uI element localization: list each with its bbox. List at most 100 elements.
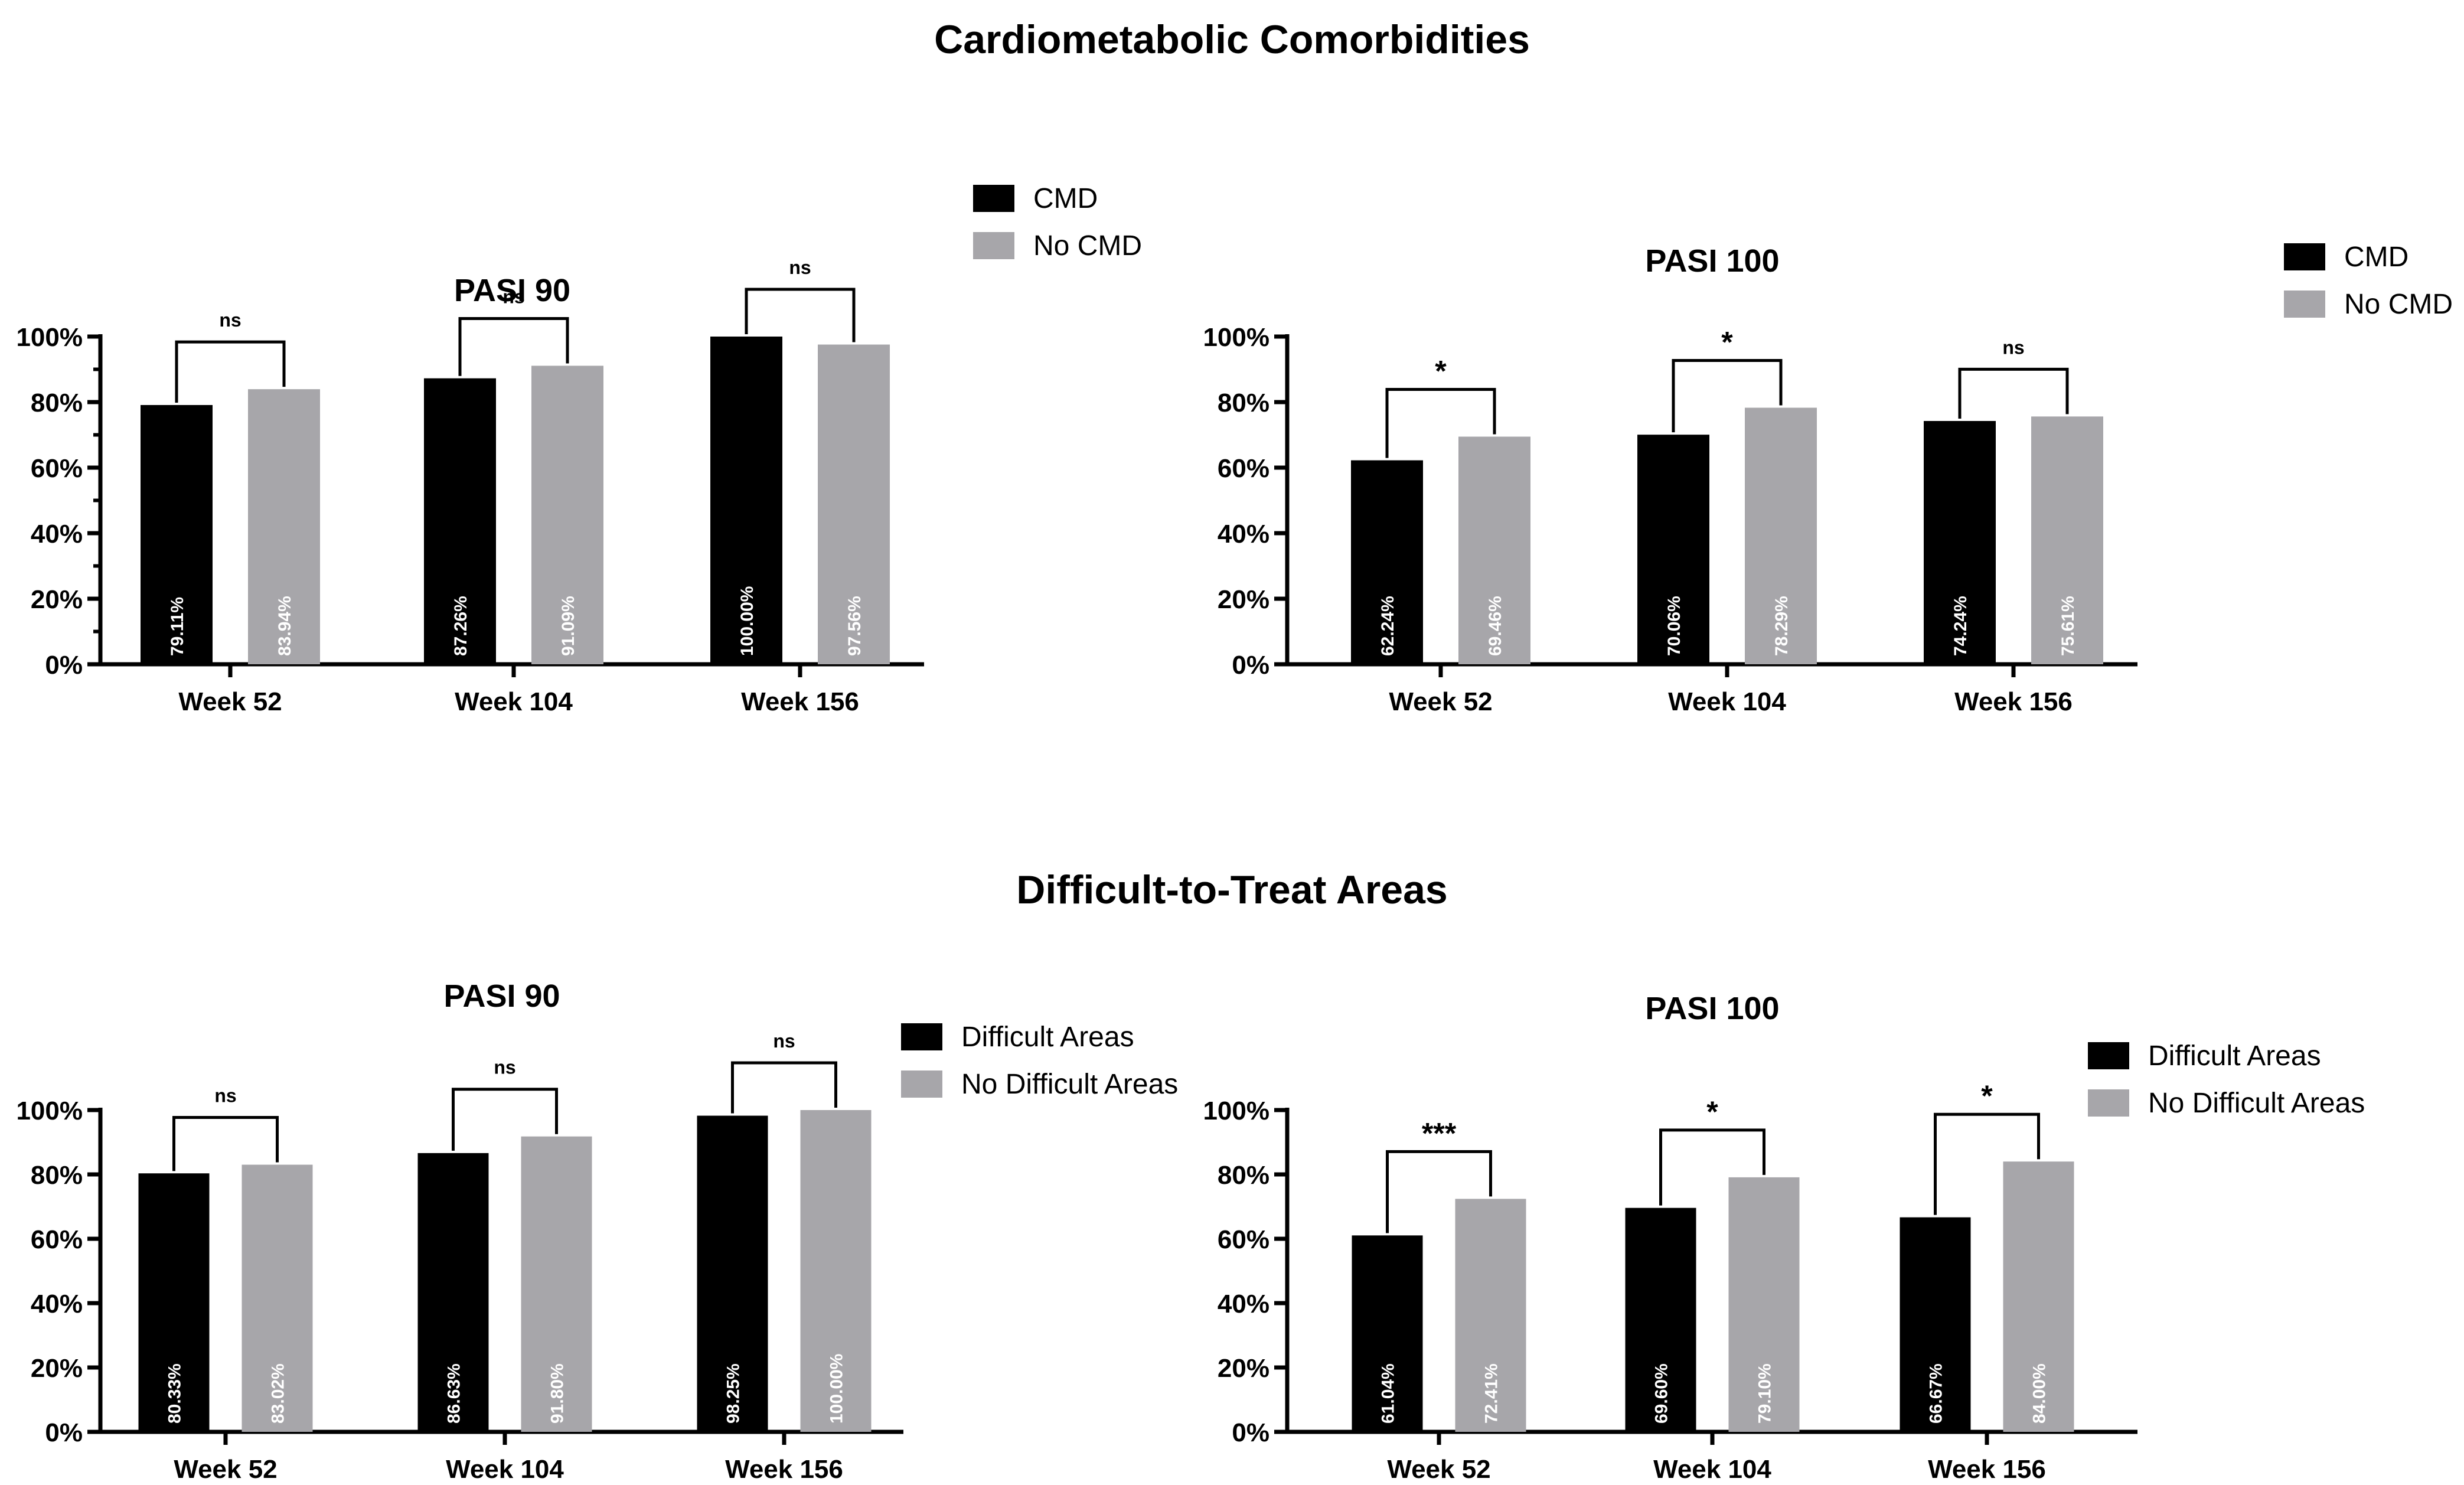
bar-1-0 <box>241 1164 313 1432</box>
y-tick-label: 40% <box>31 520 83 549</box>
legend-item: Difficult Areas <box>901 1013 1178 1060</box>
x-tick-label: Week 52 <box>178 687 282 716</box>
bar-0-0 <box>1351 460 1423 664</box>
bar-1-1 <box>1745 407 1817 664</box>
chart-dta-pasi90: PASI 90 0% 20% 40% 60% 80% 100% 80.33% 83.02% Wee… <box>16 978 903 1484</box>
significance-label: * <box>1721 325 1733 358</box>
significance-label: * <box>1706 1095 1718 1128</box>
legend-item: No CMD <box>2284 280 2453 328</box>
bar-value-label: 66.67% <box>1927 1363 1946 1424</box>
significance-label: * <box>1981 1079 1993 1112</box>
bar-0-2 <box>1924 420 1996 664</box>
significance-label: ns <box>219 309 241 331</box>
bar-1-1 <box>521 1136 592 1432</box>
significance-bracket <box>172 1116 279 1171</box>
significance-bracket <box>1659 1128 1765 1206</box>
bar-value-label: 62.24% <box>1378 596 1398 656</box>
chart-dta-pasi100: PASI 100 0% 20% 40% 60% 80% 100% 61.04% 72.41% We… <box>1203 991 2137 1484</box>
x-tick-label: Week 104 <box>446 1455 564 1484</box>
y-tick-label: 60% <box>31 1225 83 1254</box>
significance-bracket <box>1672 358 1783 433</box>
significance-label: ns <box>494 1057 515 1078</box>
bar-0-0 <box>138 1173 210 1432</box>
significance-bracket <box>1958 367 2069 419</box>
y-tick-label: 0% <box>1232 1418 1269 1447</box>
y-tick-label: 100% <box>1203 323 1269 352</box>
legend-item: CMD <box>973 175 1142 222</box>
bar-value-label: 91.80% <box>548 1363 567 1424</box>
bar-value-label: 97.56% <box>845 596 864 656</box>
bar-value-label: 61.04% <box>1379 1363 1398 1424</box>
legend-item: No CMD <box>973 222 1142 269</box>
y-tick-label: 60% <box>31 454 83 483</box>
bar-value-label: 98.25% <box>724 1363 743 1424</box>
bar-value-label: 75.61% <box>2058 596 2078 656</box>
bar-value-label: 69.60% <box>1652 1363 1672 1424</box>
significance-label: * <box>1435 354 1447 387</box>
y-tick-label: 20% <box>31 585 83 614</box>
x-tick-label: Week 52 <box>174 1455 277 1484</box>
legend-item: No Difficult Areas <box>2088 1079 2365 1127</box>
y-tick-label: 0% <box>45 651 83 680</box>
significance-label: ns <box>2002 337 2024 358</box>
bar-value-label: 91.09% <box>559 596 578 656</box>
bar-1-2 <box>818 344 890 664</box>
x-tick-label: Week 104 <box>455 687 573 716</box>
bar-0-1 <box>424 378 496 664</box>
bar-value-label: 78.29% <box>1772 596 1791 656</box>
bar-0-1 <box>417 1153 489 1432</box>
y-tick-label: 20% <box>1218 1354 1269 1383</box>
bar-1-1 <box>531 365 603 664</box>
chart-title: PASI 100 <box>1645 243 1779 279</box>
y-tick-label: 60% <box>1218 1225 1269 1254</box>
bar-value-label: 79.11% <box>168 597 187 656</box>
y-tick-label: 20% <box>31 1354 83 1383</box>
bar-value-label: 69.46% <box>1486 596 1505 656</box>
significance-label: ns <box>214 1085 236 1107</box>
chart-title: PASI 100 <box>1645 991 1779 1026</box>
y-tick-label: 80% <box>1218 1161 1269 1190</box>
bar-1-2 <box>2031 416 2103 664</box>
significance-bracket <box>731 1061 837 1114</box>
legend-swatch-cmd <box>2284 243 2325 270</box>
bar-1-1 <box>1728 1177 1800 1432</box>
bar-0-1 <box>1625 1207 1696 1432</box>
bar-0-2 <box>697 1115 768 1432</box>
x-tick-label: Week 52 <box>1387 1455 1490 1484</box>
legend-swatch-difficult <box>901 1023 942 1050</box>
bar-value-label: 87.26% <box>451 596 471 656</box>
y-tick-label: 80% <box>31 389 83 417</box>
y-tick-label: 60% <box>1218 454 1269 483</box>
legend-swatch-cmd <box>973 185 1014 212</box>
significance-label: ns <box>773 1030 795 1052</box>
legend-label-cmd: CMD <box>1033 182 1098 214</box>
chart-title: PASI 90 <box>454 273 570 308</box>
section-title-difficult-areas: Difficult-to-Treat Areas <box>1016 867 1448 912</box>
legend-swatch-difficult <box>2088 1042 2129 1069</box>
x-tick-label: Week 104 <box>1653 1455 1771 1484</box>
legend-label-no-difficult: No Difficult Areas <box>2148 1087 2365 1119</box>
bar-0-1 <box>1637 435 1709 664</box>
legend-label-no-cmd: No CMD <box>1033 230 1143 262</box>
legend-swatch-no-cmd <box>2284 291 2325 318</box>
significance-label: ns <box>789 257 811 278</box>
y-tick-label: 0% <box>45 1418 83 1447</box>
legend-label-difficult: Difficult Areas <box>2148 1040 2321 1072</box>
bar-value-label: 83.02% <box>269 1363 288 1424</box>
y-tick-label: 0% <box>1232 651 1269 680</box>
bar-1-0 <box>248 389 320 664</box>
bar-1-0 <box>1458 436 1530 664</box>
chart-cmd-pasi100: PASI 100 0% 20% 40% 60% 80% 100% 62.24% 69.46% We… <box>1203 243 2137 716</box>
y-tick-label: 100% <box>1203 1096 1269 1125</box>
bar-1-2 <box>800 1110 872 1432</box>
bar-1-0 <box>1455 1199 1526 1432</box>
significance-bracket <box>452 1088 558 1151</box>
y-tick-label: 100% <box>16 323 83 352</box>
significance-bracket <box>745 288 856 342</box>
significance-bracket <box>1934 1112 2040 1215</box>
legend-swatch-no-difficult <box>2088 1089 2129 1117</box>
y-tick-label: 100% <box>16 1096 83 1125</box>
legend-cmd-pasi90: CMD No CMD <box>973 175 1142 269</box>
chart-cmd-pasi90: PASI 90 0% 20% 40% 60% 80% 100% 79.11% 83.94% Wee… <box>16 257 924 716</box>
legend-label-cmd: CMD <box>2344 241 2409 273</box>
